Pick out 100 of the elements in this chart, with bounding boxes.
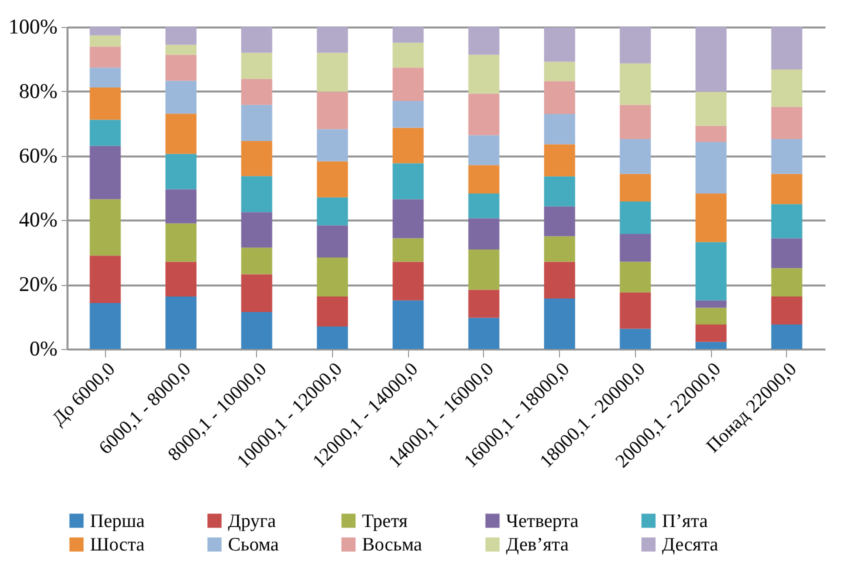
bar	[620, 202, 651, 234]
bar	[241, 274, 272, 312]
bar	[468, 193, 500, 218]
bar	[696, 324, 727, 342]
bar	[544, 176, 576, 206]
bar	[241, 104, 272, 141]
bar	[468, 54, 500, 94]
bar	[620, 104, 651, 140]
bar	[316, 225, 348, 258]
bar	[392, 163, 424, 200]
bar	[696, 242, 727, 300]
bar	[696, 342, 727, 349]
bar	[544, 114, 576, 144]
bar	[771, 296, 802, 325]
bar	[241, 78, 272, 105]
bar	[241, 52, 272, 79]
bar	[165, 223, 196, 262]
bar	[696, 27, 727, 92]
y-tick-label: 20%	[19, 272, 58, 296]
bar	[620, 262, 651, 292]
bar	[544, 262, 576, 298]
legend-label: Перша	[90, 510, 146, 532]
bar	[771, 106, 802, 140]
bar	[544, 298, 576, 349]
bar	[241, 27, 272, 53]
bar	[392, 27, 424, 43]
bar	[696, 308, 727, 325]
bar	[620, 234, 651, 262]
bar	[165, 262, 196, 297]
legend-label: Сьома	[228, 534, 280, 556]
legend-label: П’ята	[662, 510, 708, 532]
bar	[316, 52, 348, 92]
bar	[316, 161, 348, 198]
bar	[316, 258, 348, 297]
bar	[620, 174, 651, 202]
bar	[771, 27, 802, 70]
bar	[696, 300, 727, 308]
bar	[392, 238, 424, 262]
bar	[165, 189, 196, 224]
bar	[468, 218, 500, 250]
bar	[165, 54, 196, 81]
bar	[544, 144, 576, 176]
bar	[90, 199, 121, 256]
legend-label: Восьма	[362, 534, 423, 556]
y-tick-label: 80%	[19, 78, 58, 103]
bar	[468, 318, 500, 349]
y-tick-label: 40%	[19, 208, 58, 232]
bar	[771, 238, 802, 268]
bar	[771, 174, 802, 204]
bar	[90, 27, 121, 36]
bar	[90, 46, 121, 68]
bar	[696, 193, 727, 242]
bar	[316, 326, 348, 349]
bar	[771, 204, 802, 238]
bar	[316, 129, 348, 162]
bar	[392, 128, 424, 164]
bar	[771, 324, 802, 349]
bar	[165, 80, 196, 114]
bar	[392, 42, 424, 68]
bar	[241, 176, 272, 212]
bar	[771, 268, 802, 297]
legend-label: Друга	[228, 510, 277, 532]
bar	[392, 262, 424, 300]
bar	[90, 120, 121, 146]
bar	[468, 27, 500, 55]
bar	[90, 35, 121, 47]
bar	[544, 206, 576, 236]
bar	[544, 81, 576, 114]
bar	[241, 212, 272, 248]
bar	[316, 197, 348, 226]
bar	[392, 300, 424, 349]
bar	[392, 68, 424, 102]
bar	[316, 27, 348, 53]
bar	[316, 296, 348, 326]
bar	[468, 290, 500, 318]
bar	[468, 135, 500, 166]
bar	[544, 236, 576, 262]
bar	[620, 328, 651, 349]
legend-label: Третя	[362, 510, 408, 532]
legend-label: Шоста	[90, 534, 146, 556]
bar	[241, 248, 272, 274]
bar	[620, 292, 651, 329]
bar	[468, 250, 500, 290]
y-tick-label: 60%	[19, 143, 58, 168]
bar	[165, 296, 196, 349]
bar	[90, 146, 121, 200]
bar	[90, 256, 121, 303]
bar	[696, 92, 727, 126]
bar	[696, 142, 727, 194]
bar	[165, 154, 196, 190]
legend-label: Четверта	[506, 510, 580, 532]
legend-label: Десята	[662, 534, 719, 556]
bar	[165, 27, 196, 45]
bar	[771, 139, 802, 174]
bar	[165, 114, 196, 154]
bar	[392, 101, 424, 128]
bar	[90, 88, 121, 120]
bar	[392, 199, 424, 238]
bar	[316, 92, 348, 130]
bar	[620, 63, 651, 105]
